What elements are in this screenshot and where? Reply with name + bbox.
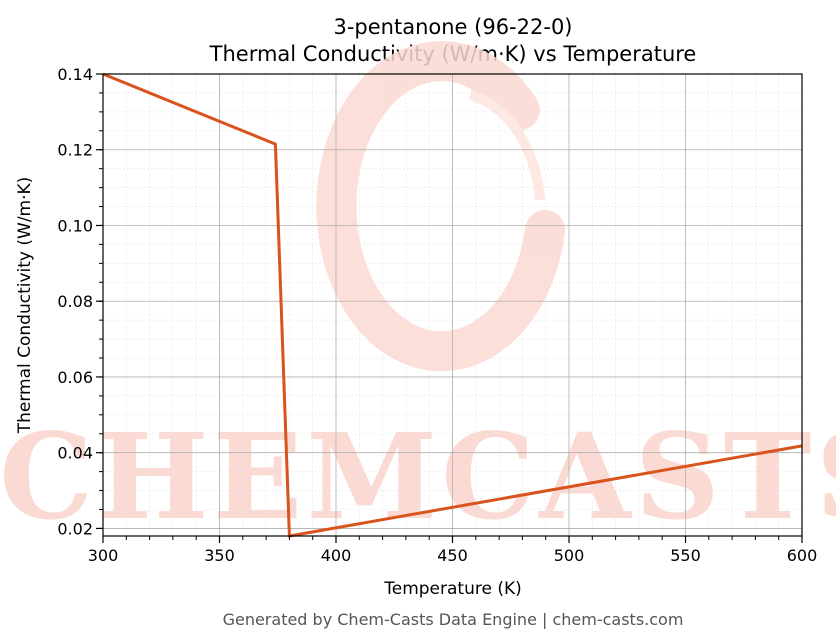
y-tick-label: 0.02 <box>57 519 93 538</box>
x-tick-label: 600 <box>787 546 818 565</box>
x-tick-label: 350 <box>204 546 235 565</box>
x-tick-label: 550 <box>670 546 701 565</box>
x-tick-label: 300 <box>88 546 119 565</box>
x-axis-label: Temperature (K) <box>383 579 522 599</box>
y-tick-label: 0.08 <box>57 292 93 311</box>
y-tick-label: 0.04 <box>57 444 93 463</box>
y-axis-label: Thermal Conductivity (W/m·K) <box>15 177 35 435</box>
series-line <box>102 72 803 538</box>
x-tick-label: 400 <box>321 546 352 565</box>
y-tick-label: 0.06 <box>57 368 93 387</box>
x-axis-ticks: 300 350 400 450 500 550 600 <box>88 536 818 565</box>
watermark-swirl-shape <box>316 41 565 372</box>
chemcasts-watermark-logo: CHEMCASTS <box>0 41 836 546</box>
y-axis-ticks: 0.02 0.04 0.06 0.08 0.10 0.12 0.14 <box>57 65 103 538</box>
watermark-swirl-inner <box>468 90 545 201</box>
x-tick-label: 450 <box>437 546 468 565</box>
series-layer <box>102 72 803 538</box>
watermark-text: CHEMCASTS <box>0 407 836 546</box>
footer-credit: Generated by Chem-Casts Data Engine | ch… <box>223 610 684 629</box>
y-tick-label: 0.10 <box>57 216 93 235</box>
y-tick-label: 0.12 <box>57 141 93 160</box>
x-tick-label: 500 <box>554 546 585 565</box>
chart-title: 3-pentanone (96-22-0) <box>333 15 572 39</box>
major-grid <box>102 73 803 536</box>
y-tick-label: 0.14 <box>57 65 93 84</box>
